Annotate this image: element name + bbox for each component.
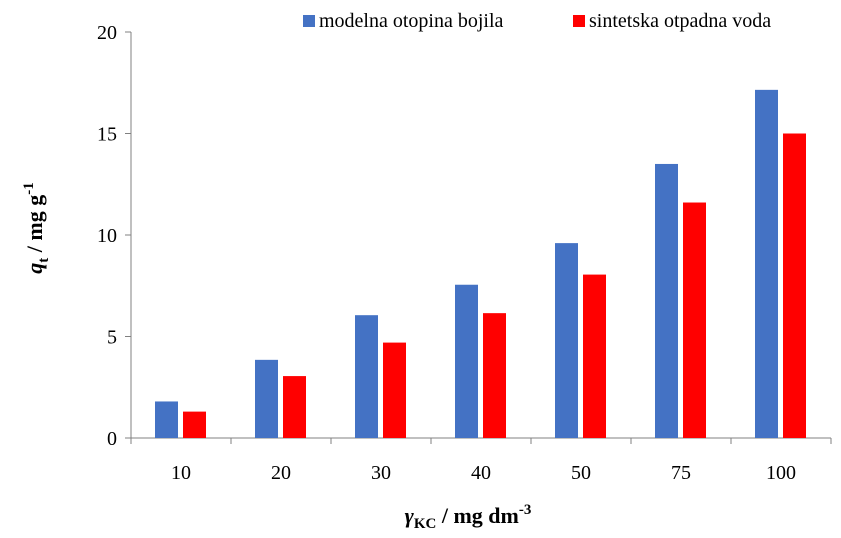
bars: [155, 89, 806, 438]
bar-series-1: [355, 315, 378, 438]
bar-series-2: [583, 274, 606, 438]
y-axis-title-main: q: [22, 263, 47, 274]
x-ticks: 10 20 30 40 50 75 100: [130, 438, 832, 484]
x-tick-label: 50: [571, 462, 591, 484]
legend-label: sintetska otpadna voda: [589, 10, 771, 32]
bar-series-1: [155, 401, 178, 438]
legend-swatch: [573, 15, 585, 27]
x-axis-title-sub: KC: [414, 516, 437, 532]
x-tick-label: 75: [671, 462, 691, 484]
y-axis-title-sup: -1: [21, 182, 37, 195]
bar-series-2: [383, 342, 406, 438]
bar-series-1: [255, 359, 278, 438]
axes: [130, 32, 831, 439]
x-tick-label: 30: [371, 462, 391, 484]
x-axis-title-sup: -3: [519, 502, 532, 518]
bar-series-1: [755, 89, 778, 438]
bar-series-2: [283, 376, 306, 438]
x-tick-label: 40: [471, 462, 491, 484]
legend-swatch: [303, 15, 315, 27]
bar-series-2: [483, 313, 506, 438]
x-tick-label: 10: [171, 462, 191, 484]
y-axis-title: qt / mg g-1: [21, 182, 52, 273]
x-axis-title-unit: / mg dm: [436, 503, 519, 528]
y-axis-title-sub: t: [36, 258, 52, 263]
y-tick-label: 0: [107, 428, 117, 450]
bar-series-2: [683, 202, 706, 438]
x-axis-title: γKC / mg dm-3: [405, 502, 532, 532]
bar-series-2: [783, 133, 806, 438]
legend-label: modelna otopina bojila: [319, 10, 504, 32]
bar-series-1: [455, 284, 478, 438]
y-tick-label: 15: [97, 124, 117, 146]
y-axis-title-unit: / mg g: [22, 195, 47, 258]
y-tick-label: 5: [107, 327, 117, 349]
y-tick-label: 20: [97, 22, 117, 44]
bar-series-2: [183, 411, 206, 438]
y-ticks: 0 5 10 15 20: [97, 22, 131, 450]
legend: modelna otopina bojila sintetska otpadna …: [303, 10, 771, 32]
y-tick-label: 10: [97, 225, 117, 247]
bar-series-1: [555, 243, 578, 438]
x-tick-label: 20: [271, 462, 291, 484]
x-axis-title-main: γ: [405, 503, 415, 528]
bar-series-1: [655, 163, 678, 438]
x-tick-label: 100: [766, 462, 796, 484]
